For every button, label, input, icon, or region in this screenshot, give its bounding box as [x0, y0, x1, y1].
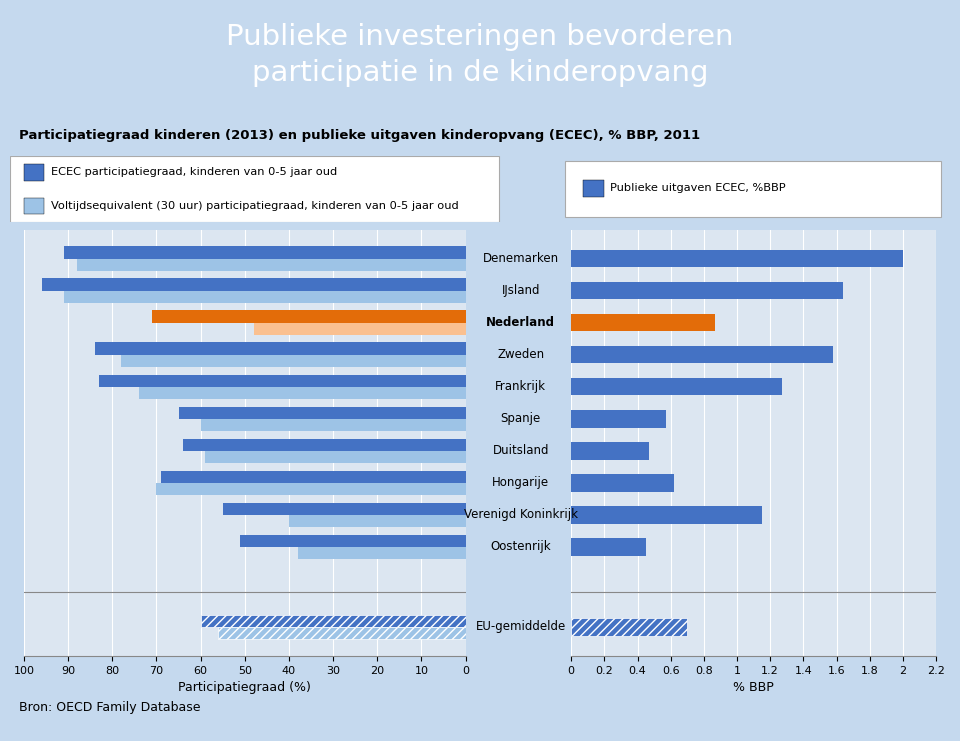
Bar: [571, 346, 833, 363]
Bar: [63, 246, 466, 259]
Bar: [156, 483, 466, 495]
Bar: [218, 627, 466, 639]
Text: Bron: OECD Family Database: Bron: OECD Family Database: [19, 701, 201, 714]
Text: Zweden: Zweden: [497, 348, 544, 361]
Text: IJsland: IJsland: [501, 284, 540, 297]
Bar: [121, 355, 466, 367]
Text: Denemarken: Denemarken: [483, 252, 559, 265]
Bar: [571, 538, 646, 556]
Bar: [584, 180, 604, 197]
Bar: [571, 410, 665, 428]
Bar: [41, 279, 466, 290]
Text: Hongarije: Hongarije: [492, 476, 549, 489]
Bar: [289, 515, 466, 527]
Text: EU-gemiddelde: EU-gemiddelde: [475, 620, 566, 634]
Bar: [571, 250, 902, 268]
Bar: [179, 407, 466, 419]
X-axis label: Participatiegraad (%): Participatiegraad (%): [179, 681, 311, 694]
Bar: [77, 259, 466, 270]
Bar: [99, 374, 466, 387]
Text: Publieke uitgaven ECEC, %BBP: Publieke uitgaven ECEC, %BBP: [610, 182, 785, 193]
Bar: [63, 290, 466, 303]
Bar: [571, 618, 687, 636]
Bar: [95, 342, 466, 355]
Text: Oostenrijk: Oostenrijk: [491, 540, 551, 554]
Text: Verenigd Koninkrijk: Verenigd Koninkrijk: [464, 508, 578, 522]
Text: ECEC participatiegraad, kinderen van 0-5 jaar oud: ECEC participatiegraad, kinderen van 0-5…: [51, 167, 337, 177]
Bar: [183, 439, 466, 451]
Bar: [298, 547, 466, 559]
Bar: [571, 474, 674, 491]
Bar: [253, 322, 466, 335]
Bar: [571, 506, 762, 524]
Bar: [139, 387, 466, 399]
Text: Frankrijk: Frankrijk: [495, 380, 546, 393]
Bar: [205, 451, 466, 463]
Bar: [152, 310, 466, 322]
Bar: [571, 313, 715, 331]
Bar: [571, 378, 781, 396]
FancyBboxPatch shape: [564, 161, 941, 217]
Bar: [24, 198, 44, 214]
Text: Nederland: Nederland: [487, 316, 555, 329]
Bar: [201, 615, 466, 627]
Text: Participatiegraad kinderen (2013) en publieke uitgaven kinderopvang (ECEC), % BB: Participatiegraad kinderen (2013) en pub…: [19, 129, 700, 142]
FancyBboxPatch shape: [10, 156, 499, 222]
Bar: [161, 471, 466, 483]
Text: Spanje: Spanje: [501, 412, 540, 425]
Text: Voltijdsequivalent (30 uur) participatiegraad, kinderen van 0-5 jaar oud: Voltijdsequivalent (30 uur) participatie…: [51, 201, 459, 210]
Text: Publieke investeringen bevorderen
participatie in de kinderopvang: Publieke investeringen bevorderen partic…: [227, 23, 733, 87]
Bar: [240, 535, 466, 547]
Bar: [201, 419, 466, 431]
X-axis label: % BBP: % BBP: [733, 681, 774, 694]
Bar: [571, 442, 649, 459]
Text: Duitsland: Duitsland: [492, 445, 549, 457]
Bar: [24, 165, 44, 181]
Bar: [223, 502, 466, 515]
Bar: [571, 282, 843, 299]
